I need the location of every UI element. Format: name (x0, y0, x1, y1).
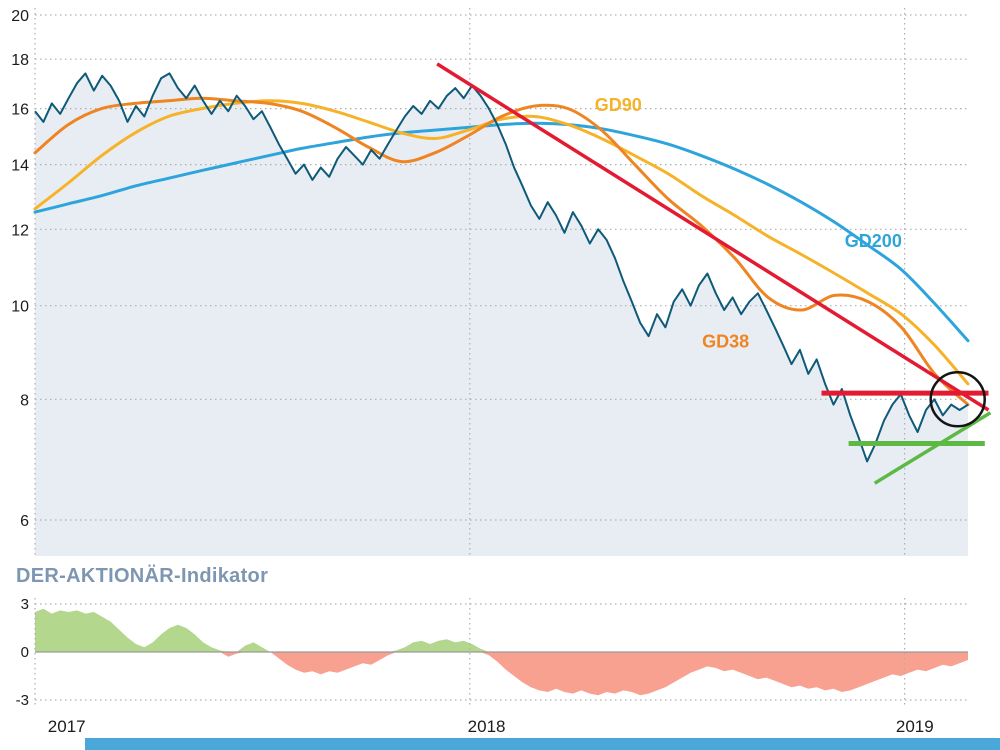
y-axis-tick: 8 (20, 392, 29, 409)
y-axis-tick: 20 (11, 8, 29, 25)
series-label-gd200: GD200 (845, 231, 902, 251)
indicator-y-tick: 0 (21, 644, 29, 661)
gd90-line (33, 99, 970, 386)
indicator-negative-area (35, 652, 968, 696)
year-label-2018: 2018 (468, 717, 506, 736)
indicator-y-tick: -3 (16, 692, 29, 709)
series-label-gd90: GD90 (595, 95, 642, 115)
y-axis-tick: 10 (11, 299, 29, 316)
price-chart: 6 8 10 12 14 16 18 20 GD90 GD200 GD38 (11, 8, 992, 557)
series-label-gd38: GD38 (702, 332, 749, 352)
price-area (35, 73, 968, 557)
trendline-line (436, 62, 990, 412)
bottom-bar (85, 738, 1000, 750)
y-axis-tick: 16 (11, 102, 29, 119)
year-label-2017: 2017 (48, 717, 86, 736)
breakout-circle (929, 371, 986, 428)
y-axis-tick: 12 (11, 222, 29, 239)
year-label-2019: 2019 (896, 717, 934, 736)
y-axis-tick: 6 (20, 513, 29, 530)
indicator-title: DER-AKTIONÄR-Indikator (16, 565, 269, 587)
indicator-chart: 3 0 -3 2017 2018 2019 (16, 596, 968, 736)
trend-green-line (873, 411, 992, 485)
y-axis-tick: 18 (11, 52, 29, 69)
gd200-line (33, 121, 970, 343)
indicator-positive-area (35, 608, 968, 652)
price-line (34, 72, 969, 463)
indicator-y-tick: 3 (21, 596, 29, 613)
gd38-line (33, 96, 970, 407)
y-axis-tick: 14 (11, 158, 29, 175)
